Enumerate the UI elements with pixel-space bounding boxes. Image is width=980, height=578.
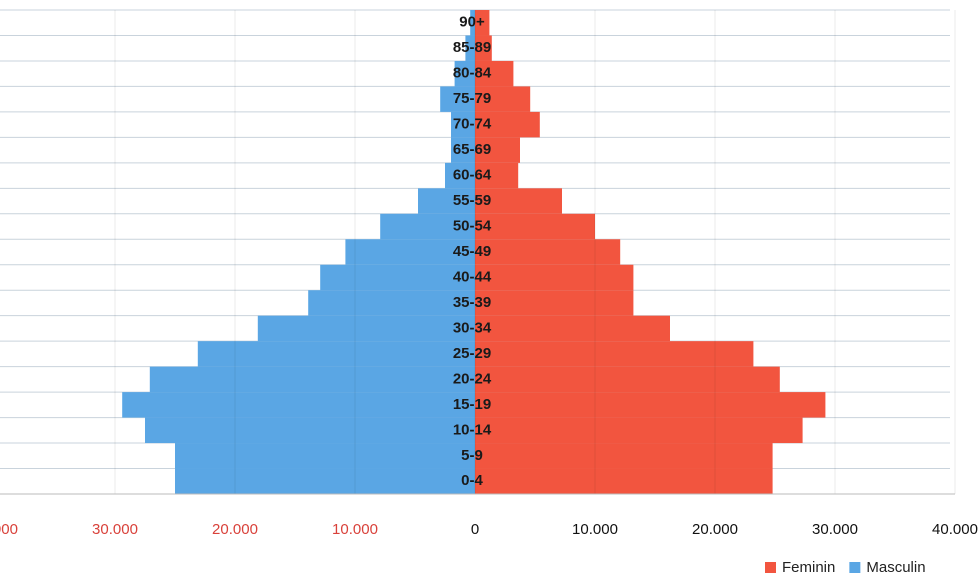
bar: [475, 60, 514, 87]
category-label: 85-89: [453, 39, 491, 56]
category-label: 35-39: [453, 294, 491, 311]
category-label: 65-69: [453, 141, 491, 158]
category-label: 15-19: [453, 396, 491, 413]
category-label: 5-9: [461, 447, 483, 464]
bar: [475, 162, 519, 189]
x-tick-label: 0: [471, 521, 479, 538]
bar: [197, 341, 476, 367]
bar: [475, 213, 595, 240]
bar: [475, 443, 773, 469]
category-label: 90+: [459, 14, 485, 31]
category-label: 40-44: [453, 268, 492, 285]
bar: [470, 10, 475, 36]
legend-label: Feminin: [782, 559, 835, 576]
bar: [454, 60, 475, 87]
bar: [451, 137, 475, 163]
bar: [418, 188, 475, 214]
bar: [475, 417, 803, 444]
bar: [475, 264, 634, 291]
bar: [475, 10, 490, 36]
x-tick-label: 10.000: [572, 521, 618, 538]
bar: [122, 392, 475, 418]
x-tick-label: 40.000: [0, 521, 18, 538]
x-tick-label: 30.000: [812, 521, 858, 538]
x-tick-label: 40.000: [932, 521, 978, 538]
bar: [475, 137, 520, 163]
bar: [175, 468, 475, 494]
bar: [475, 315, 670, 342]
bar: [465, 35, 475, 61]
bar: [308, 290, 475, 316]
category-label: 25-29: [453, 345, 491, 362]
bar: [451, 111, 475, 138]
bar: [475, 341, 754, 367]
bar: [475, 239, 621, 265]
x-tick-label: 30.000: [92, 521, 138, 538]
x-tick-label: 20.000: [212, 521, 258, 538]
x-tick-label: 10.000: [332, 521, 378, 538]
bar: [475, 290, 634, 316]
category-label: 50-54: [453, 217, 492, 234]
bar: [475, 35, 492, 61]
legend-swatch: [765, 562, 776, 573]
bar: [149, 366, 476, 393]
category-label: 70-74: [453, 116, 492, 133]
category-label: 0-4: [461, 472, 483, 489]
category-label: 55-59: [453, 192, 491, 209]
bar: [475, 188, 562, 214]
bar: [475, 366, 780, 393]
category-label: 10-14: [453, 421, 492, 438]
bar: [320, 264, 475, 291]
bar: [257, 315, 475, 342]
category-label: 75-79: [453, 90, 491, 107]
bar: [475, 111, 540, 138]
category-label: 30-34: [453, 319, 492, 336]
category-label: 60-64: [453, 167, 492, 184]
bar: [145, 417, 475, 444]
legend-label: Masculin: [866, 559, 925, 576]
legend-swatch: [849, 562, 861, 573]
category-label: 80-84: [453, 65, 492, 82]
x-tick-label: 20.000: [692, 521, 738, 538]
category-label: 45-49: [453, 243, 491, 260]
bar: [380, 213, 475, 240]
bar: [475, 468, 773, 494]
bar: [175, 443, 475, 469]
bar: [445, 162, 475, 189]
bar: [345, 239, 475, 265]
bar: [440, 86, 475, 112]
bar: [475, 392, 826, 418]
category-label: 20-24: [453, 370, 492, 387]
bar: [475, 86, 531, 112]
